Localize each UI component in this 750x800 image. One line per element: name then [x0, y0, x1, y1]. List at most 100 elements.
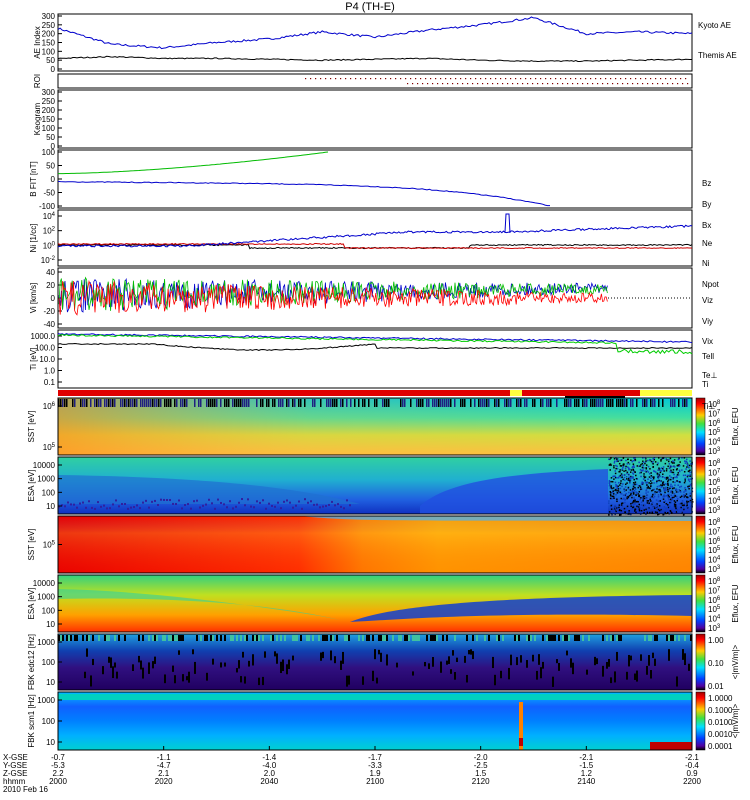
fbk1-noise [206, 635, 208, 641]
esa1-noise [623, 497, 625, 500]
fbk1-noise [628, 654, 630, 667]
esa1-noise [193, 500, 195, 503]
fbk1-noise [256, 635, 258, 641]
esa1-noise [613, 466, 615, 469]
fbk1-noise [432, 635, 434, 641]
fbk1-noise [180, 635, 182, 641]
roi-mark [437, 83, 439, 85]
sst1-noise [362, 399, 364, 407]
esa1-noise [653, 507, 656, 509]
roi-mark [370, 78, 372, 80]
esa1-noise [670, 494, 673, 497]
esa1-noise [613, 497, 615, 499]
esa1-noise [666, 459, 668, 461]
esa1-noise [634, 488, 637, 490]
sst1-noise [358, 399, 360, 407]
fbk1-noise [108, 656, 110, 663]
esa1-noise [253, 506, 255, 509]
sst1-noise [570, 399, 572, 407]
esa1-noise [685, 460, 688, 463]
esa1-noise [631, 466, 634, 469]
ae-ticklabel: 0 [51, 65, 56, 74]
fbk1-noise [368, 635, 370, 641]
roi-mark [527, 83, 529, 85]
esa1-noise [639, 485, 641, 487]
sst1-noise [60, 399, 62, 407]
sst-ion-spectrogram-cbar-ticklabel: 108 [708, 400, 721, 409]
roi-mark [615, 78, 617, 80]
esa1-noise [280, 507, 282, 510]
esa1-noise [658, 504, 661, 507]
esa1-noise [610, 491, 612, 494]
esa1-noise [663, 494, 666, 496]
esa1-noise [671, 462, 674, 464]
esa1-noise [646, 484, 648, 486]
esa1-noise [663, 457, 665, 459]
fbk1-noise [612, 635, 614, 641]
esa1-noise [250, 505, 252, 508]
fbk1-noise [672, 635, 674, 641]
esa1-noise [611, 495, 614, 498]
esa1-noise [660, 470, 663, 472]
keo-ticklabel: 200 [42, 106, 56, 115]
fbk1-noise [498, 635, 500, 641]
sst-ion-spectrogram-frame [57, 397, 693, 456]
fbk1-noise [510, 654, 512, 666]
esa1-noise [652, 496, 655, 499]
xaxis-value: -1.5 [579, 761, 593, 770]
esa1-noise [638, 503, 641, 506]
fbk1-noise [230, 635, 232, 641]
esa1-noise [687, 500, 690, 503]
sst-ion-spectrogram-cbar-label: Eflux, EFU [731, 407, 740, 445]
roi-mark [672, 83, 674, 85]
roi-mark [447, 83, 449, 85]
ae-panel [57, 13, 693, 72]
sst1-noise [304, 399, 306, 407]
esa1-noise [681, 495, 683, 498]
roi-mark [617, 83, 619, 85]
esa1-noise [634, 508, 636, 510]
esa1-noise [650, 460, 653, 463]
roi-mark [662, 83, 664, 85]
esa1-noise [671, 490, 674, 493]
esa1-noise [76, 506, 78, 509]
roi-mark [395, 78, 397, 80]
esa1-noise [650, 504, 652, 506]
fbk1-noise [398, 635, 400, 641]
esa1-noise [633, 478, 635, 481]
roi-mark [680, 78, 682, 80]
sst-electron-spectrogram-ylabel: SST [eV] [27, 529, 36, 561]
esa1-noise [672, 478, 674, 481]
fbk1-noise [326, 635, 328, 641]
esa1-noise [640, 463, 642, 466]
esa1-noise [226, 506, 228, 509]
fbk1-noise [626, 671, 628, 680]
esa1-noise [659, 480, 662, 483]
fbk1-noise [376, 677, 378, 684]
sst1-noise [662, 399, 664, 407]
esa1-noise [683, 504, 685, 506]
roi-panel [57, 73, 693, 89]
esa1-noise [651, 503, 653, 506]
esa1-noise [654, 491, 656, 493]
sst1-noise [104, 399, 106, 407]
fbk1-noise [386, 654, 388, 666]
esa1-noise [295, 504, 297, 507]
fbk1-noise [552, 676, 554, 687]
sst-electron-spectrogram-cbar-ticklabel: 108 [708, 518, 721, 527]
sst1-noise [534, 399, 536, 407]
esa1-noise [645, 490, 647, 492]
sst1-noise [226, 399, 228, 407]
ti-ticklabel: 0.1 [44, 378, 56, 387]
esa1-noise [633, 489, 636, 492]
sst1-noise [440, 399, 442, 407]
esa1-noise [611, 513, 613, 516]
esa1-noise [649, 487, 651, 490]
sst1-noise [100, 399, 102, 407]
roi-mark [625, 78, 627, 80]
fbk-edc12-spectrogram-cbar-label: <|mV/m|> [731, 644, 740, 679]
esa1-noise [612, 507, 615, 509]
esa1-noise [611, 487, 613, 490]
fbk1-noise [406, 635, 408, 641]
esa1-noise [640, 488, 643, 491]
